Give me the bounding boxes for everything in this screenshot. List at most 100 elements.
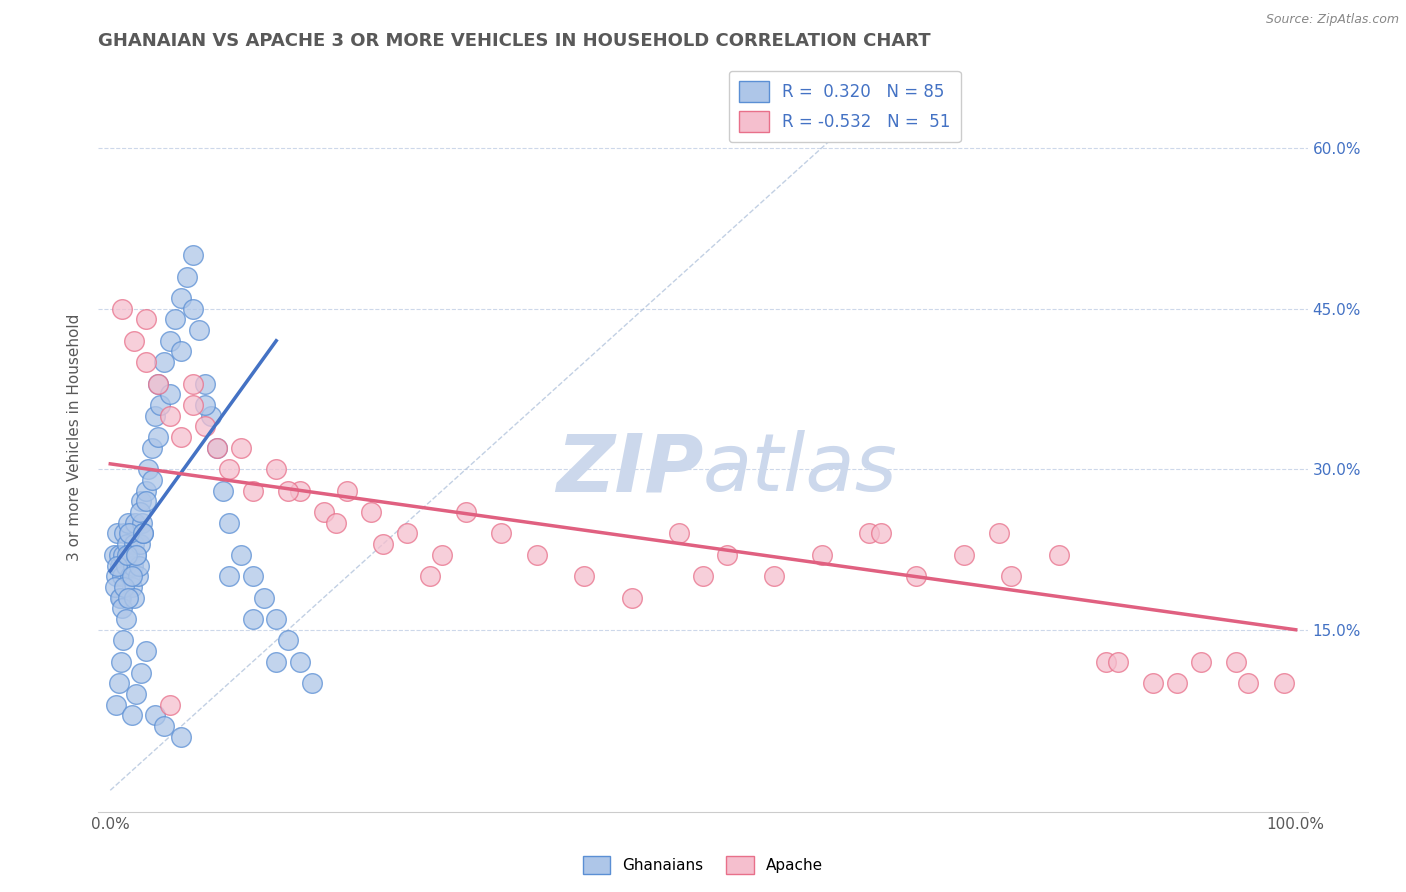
Point: [336, 483, 359, 498]
Point: [120, 569, 142, 583]
Point: [1189, 655, 1212, 669]
Point: [114, 558, 136, 573]
Point: [143, 708, 166, 723]
Point: [114, 580, 136, 594]
Point: [121, 580, 143, 594]
Point: [1166, 676, 1188, 690]
Point: [111, 601, 134, 615]
Point: [112, 548, 135, 562]
Point: [141, 473, 163, 487]
Point: [105, 558, 128, 573]
Point: [129, 494, 152, 508]
Point: [1000, 569, 1022, 583]
Point: [111, 301, 134, 316]
Point: [668, 526, 690, 541]
Point: [127, 569, 149, 583]
Point: [121, 558, 143, 573]
Point: [264, 612, 287, 626]
Point: [103, 548, 125, 562]
Point: [114, 612, 136, 626]
Point: [125, 687, 148, 701]
Point: [1107, 655, 1129, 669]
Point: [1225, 655, 1247, 669]
Point: [114, 526, 136, 541]
Legend: R =  0.320   N = 85, R = -0.532   N =  51: R = 0.320 N = 85, R = -0.532 N = 51: [728, 70, 960, 142]
Point: [110, 655, 132, 669]
Point: [952, 548, 974, 562]
Point: [115, 548, 138, 562]
Point: [125, 548, 148, 562]
Point: [242, 569, 264, 583]
Point: [125, 548, 148, 562]
Point: [432, 548, 454, 562]
Point: [159, 387, 181, 401]
Point: [371, 537, 394, 551]
Point: [194, 419, 217, 434]
Point: [181, 248, 204, 262]
Point: [454, 505, 477, 519]
Point: [1237, 676, 1260, 690]
Point: [110, 591, 132, 605]
Point: [105, 569, 128, 583]
Point: [229, 441, 252, 455]
Point: [194, 376, 217, 391]
Point: [124, 516, 146, 530]
Point: [122, 591, 145, 605]
Point: [858, 526, 880, 541]
Point: [188, 323, 211, 337]
Point: [181, 301, 204, 316]
Point: [122, 537, 145, 551]
Point: [491, 526, 513, 541]
Point: [692, 569, 714, 583]
Point: [146, 376, 169, 391]
Point: [301, 676, 323, 690]
Point: [152, 355, 174, 369]
Point: [620, 591, 643, 605]
Point: [129, 537, 152, 551]
Point: [574, 569, 596, 583]
Point: [1142, 676, 1164, 690]
Point: [242, 612, 264, 626]
Point: [149, 398, 172, 412]
Point: [146, 430, 169, 444]
Point: [122, 334, 145, 348]
Point: [242, 483, 264, 498]
Text: Source: ZipAtlas.com: Source: ZipAtlas.com: [1265, 13, 1399, 27]
Point: [132, 526, 155, 541]
Point: [129, 505, 152, 519]
Point: [108, 591, 131, 605]
Point: [170, 730, 193, 744]
Point: [112, 633, 135, 648]
Point: [218, 569, 240, 583]
Y-axis label: 3 or more Vehicles in Household: 3 or more Vehicles in Household: [67, 313, 83, 561]
Point: [107, 548, 129, 562]
Point: [194, 398, 217, 412]
Point: [104, 580, 127, 594]
Point: [135, 483, 157, 498]
Point: [181, 376, 204, 391]
Point: [1095, 655, 1118, 669]
Point: [165, 312, 187, 326]
Text: atlas: atlas: [703, 430, 898, 508]
Point: [136, 462, 159, 476]
Point: [325, 516, 347, 530]
Point: [115, 537, 138, 551]
Point: [121, 569, 143, 583]
Point: [869, 526, 891, 541]
Point: [1047, 548, 1070, 562]
Point: [111, 569, 134, 583]
Point: [181, 398, 204, 412]
Point: [128, 558, 150, 573]
Point: [146, 376, 169, 391]
Point: [135, 494, 157, 508]
Point: [264, 655, 287, 669]
Point: [135, 312, 157, 326]
Point: [1272, 676, 1295, 690]
Point: [205, 441, 228, 455]
Point: [143, 409, 166, 423]
Point: [200, 409, 222, 423]
Point: [132, 526, 155, 541]
Point: [107, 676, 129, 690]
Point: [810, 548, 832, 562]
Point: [360, 505, 382, 519]
